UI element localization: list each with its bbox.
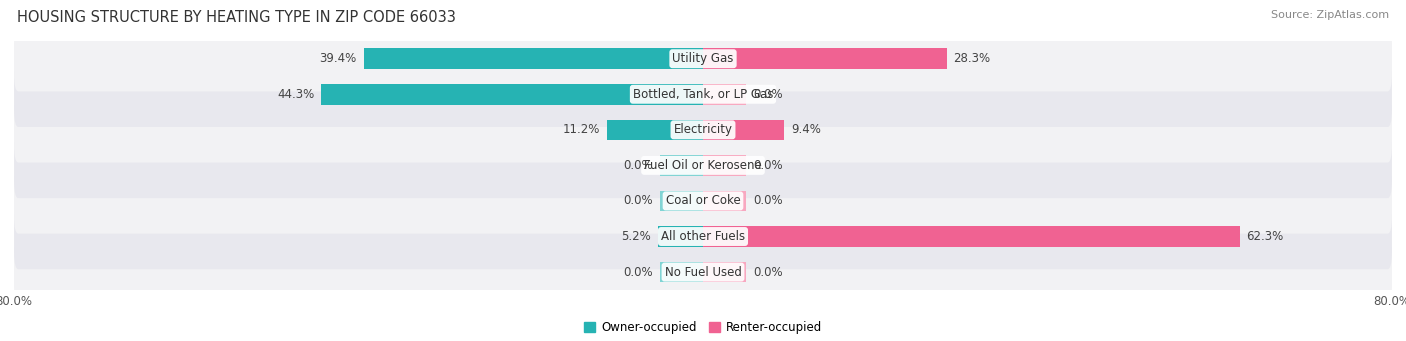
Bar [703,226,1240,247]
FancyBboxPatch shape [14,204,1392,269]
Text: Source: ZipAtlas.com: Source: ZipAtlas.com [1271,10,1389,20]
Bar [703,84,747,105]
Bar [658,226,703,247]
Text: 0.0%: 0.0% [623,159,652,172]
Text: Bottled, Tank, or LP Gas: Bottled, Tank, or LP Gas [633,88,773,101]
Text: No Fuel Used: No Fuel Used [665,266,741,279]
Text: 0.0%: 0.0% [623,266,652,279]
Text: HOUSING STRUCTURE BY HEATING TYPE IN ZIP CODE 66033: HOUSING STRUCTURE BY HEATING TYPE IN ZIP… [17,10,456,25]
Text: 11.2%: 11.2% [562,123,599,136]
Bar [703,262,747,282]
Text: 0.0%: 0.0% [623,194,652,207]
Text: Fuel Oil or Kerosene: Fuel Oil or Kerosene [644,159,762,172]
FancyBboxPatch shape [14,61,1392,127]
Bar [703,191,747,211]
Text: Coal or Coke: Coal or Coke [665,194,741,207]
Bar [322,84,703,105]
Text: 0.0%: 0.0% [754,194,783,207]
FancyBboxPatch shape [14,26,1392,91]
Text: Electricity: Electricity [673,123,733,136]
Text: All other Fuels: All other Fuels [661,230,745,243]
Legend: Owner-occupied, Renter-occupied: Owner-occupied, Renter-occupied [579,316,827,339]
Bar [659,191,703,211]
Bar [703,48,946,69]
Bar [659,155,703,176]
Text: 9.4%: 9.4% [790,123,821,136]
Text: 28.3%: 28.3% [953,52,991,65]
Bar [659,262,703,282]
Text: 0.0%: 0.0% [754,266,783,279]
Bar [703,155,747,176]
FancyBboxPatch shape [14,168,1392,234]
Bar [606,119,703,140]
Bar [703,119,785,140]
Text: 44.3%: 44.3% [277,88,315,101]
Text: 0.0%: 0.0% [754,159,783,172]
Text: 39.4%: 39.4% [319,52,357,65]
Text: 5.2%: 5.2% [621,230,651,243]
FancyBboxPatch shape [14,97,1392,163]
Text: 0.0%: 0.0% [754,88,783,101]
Text: 62.3%: 62.3% [1246,230,1284,243]
Bar [364,48,703,69]
Text: Utility Gas: Utility Gas [672,52,734,65]
FancyBboxPatch shape [14,239,1392,305]
FancyBboxPatch shape [14,133,1392,198]
